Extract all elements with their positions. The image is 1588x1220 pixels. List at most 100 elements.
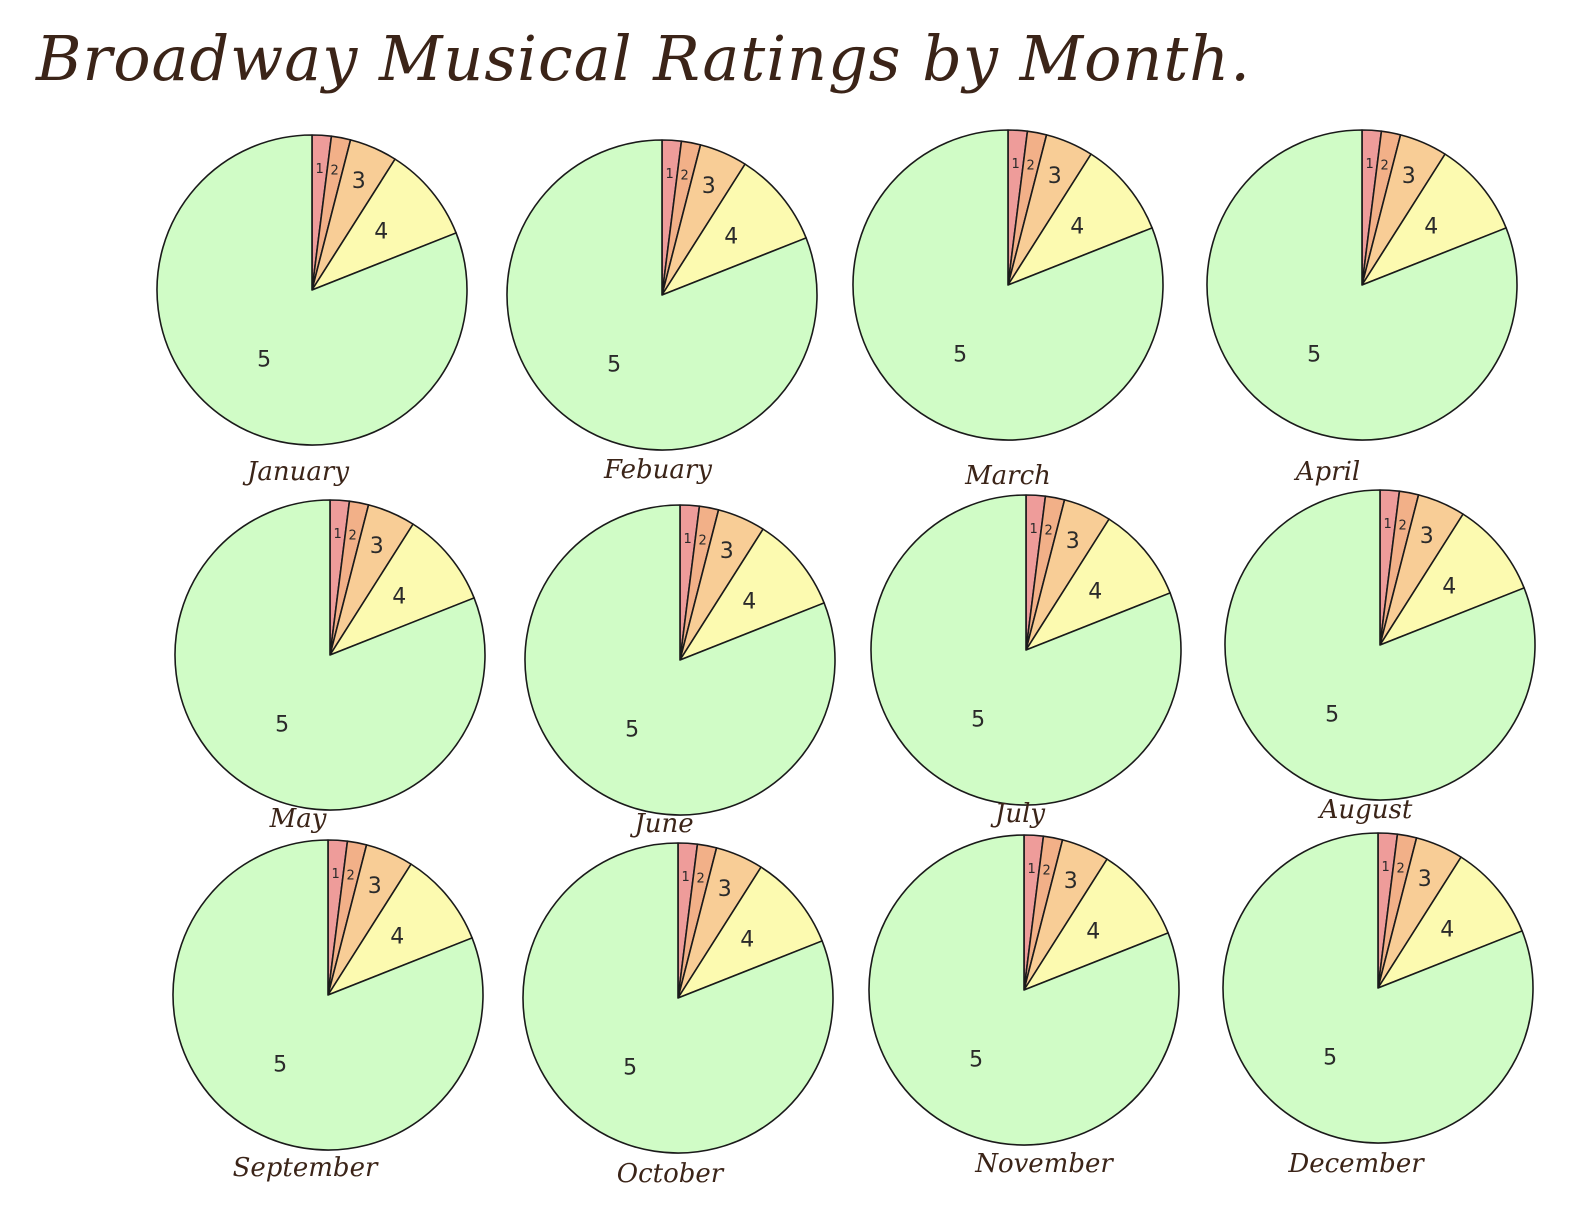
slice-label-5: 5 xyxy=(1307,343,1321,368)
slice-label-4: 4 xyxy=(374,220,388,245)
pie-july: 1 2 3 4 5 July xyxy=(870,494,1182,829)
pie-august: 1 2 3 4 5 August xyxy=(1224,489,1536,825)
slice-label-1: 1 xyxy=(1027,862,1035,877)
month-label-december: December xyxy=(1287,1149,1425,1179)
pie-november: 1 2 3 4 5 November xyxy=(868,834,1180,1179)
slice-label-1: 1 xyxy=(683,532,691,547)
month-label-november: November xyxy=(974,1149,1114,1179)
slice-label-1: 1 xyxy=(333,527,341,542)
slice-label-2: 2 xyxy=(1045,524,1053,539)
slice-label-3: 3 xyxy=(352,169,366,194)
month-label-june: June xyxy=(629,809,693,839)
slice-label-3: 3 xyxy=(720,539,734,564)
pie-slice-5 xyxy=(870,494,1182,806)
slice-label-5: 5 xyxy=(607,353,621,378)
month-label-august: August xyxy=(1318,795,1413,825)
slice-label-5: 5 xyxy=(625,718,639,743)
pie-slice-5 xyxy=(1222,832,1534,1144)
slice-label-1: 1 xyxy=(1029,522,1037,537)
pie-april: 1 2 3 4 5 April xyxy=(1206,129,1518,487)
month-label-january: January xyxy=(242,457,349,487)
pie-slice-4 xyxy=(1379,513,1525,646)
slice-label-5: 5 xyxy=(257,348,271,373)
pie-slice-4 xyxy=(1377,856,1523,989)
slice-label-2: 2 xyxy=(1027,159,1035,174)
slice-label-5: 5 xyxy=(275,713,289,738)
pie-slice-4 xyxy=(311,158,457,291)
pie-slice-4 xyxy=(679,528,825,661)
slice-label-3: 3 xyxy=(702,174,716,199)
slice-label-3: 3 xyxy=(1402,164,1416,189)
slice-label-1: 1 xyxy=(1383,517,1391,532)
pie-slice-4 xyxy=(1007,153,1153,286)
pie-slice-4 xyxy=(1023,858,1169,991)
month-label-april: April xyxy=(1294,457,1360,487)
month-label-september: September xyxy=(233,1153,379,1183)
pie-slice-4 xyxy=(1025,518,1171,651)
pie-slice-5 xyxy=(1224,489,1536,801)
slice-label-2: 2 xyxy=(331,164,339,179)
slice-label-3: 3 xyxy=(1066,529,1080,554)
slice-label-2: 2 xyxy=(699,534,707,549)
slice-label-5: 5 xyxy=(273,1053,287,1078)
pie-febuary: 1 2 3 4 5 Febuary xyxy=(506,139,818,485)
slice-label-2: 2 xyxy=(1399,519,1407,534)
slice-label-5: 5 xyxy=(971,708,985,733)
pie-march: 1 2 3 4 5 March xyxy=(852,129,1164,491)
month-label-may: May xyxy=(269,804,327,834)
slice-label-3: 3 xyxy=(370,534,384,559)
slice-label-3: 3 xyxy=(1048,164,1062,189)
slice-label-1: 1 xyxy=(315,162,323,177)
slice-label-4: 4 xyxy=(1086,920,1100,945)
slice-label-3: 3 xyxy=(718,877,732,902)
slice-label-2: 2 xyxy=(1397,862,1405,877)
slice-label-1: 1 xyxy=(1381,860,1389,875)
slice-label-1: 1 xyxy=(1365,157,1373,172)
slice-label-4: 4 xyxy=(392,585,406,610)
pie-slice-5 xyxy=(172,839,484,1151)
slice-label-3: 3 xyxy=(1064,869,1078,894)
slice-label-3: 3 xyxy=(368,874,382,899)
slice-label-5: 5 xyxy=(623,1056,637,1081)
pie-september: 1 2 3 4 5 September xyxy=(172,839,484,1183)
slice-label-4: 4 xyxy=(1424,215,1438,240)
slice-label-4: 4 xyxy=(390,925,404,950)
pie-slice-5 xyxy=(1206,129,1518,441)
pie-slice-4 xyxy=(1361,153,1507,286)
pie-slice-4 xyxy=(327,863,473,996)
slice-label-5: 5 xyxy=(969,1048,983,1073)
slice-label-4: 4 xyxy=(1088,580,1102,605)
slice-label-1: 1 xyxy=(1011,157,1019,172)
chart-title: Broadway Musical Ratings by Month. xyxy=(36,22,1251,95)
slice-label-3: 3 xyxy=(1420,524,1434,549)
pie-slice-5 xyxy=(524,504,836,816)
pie-october: 1 2 3 4 5 October xyxy=(522,842,834,1189)
pie-slice-5 xyxy=(156,134,468,446)
slice-label-5: 5 xyxy=(953,343,967,368)
slice-label-2: 2 xyxy=(1043,864,1051,879)
slice-label-2: 2 xyxy=(347,869,355,884)
slice-label-4: 4 xyxy=(1442,575,1456,600)
slice-label-4: 4 xyxy=(724,225,738,250)
slice-label-4: 4 xyxy=(1440,918,1454,943)
pie-january: 1 2 3 4 5 January xyxy=(156,134,468,487)
pie-slice-5 xyxy=(506,139,818,451)
pie-june: 1 2 3 4 5 June xyxy=(524,504,836,839)
slice-label-2: 2 xyxy=(697,872,705,887)
month-label-febuary: Febuary xyxy=(603,455,712,485)
slice-label-5: 5 xyxy=(1325,703,1339,728)
pie-may: 1 2 3 4 5 May xyxy=(174,499,486,834)
month-label-july: July xyxy=(990,799,1045,829)
pie-slice-5 xyxy=(522,842,834,1154)
slice-label-3: 3 xyxy=(1418,867,1432,892)
month-label-october: October xyxy=(617,1159,725,1189)
slice-label-1: 1 xyxy=(665,167,673,182)
slice-label-5: 5 xyxy=(1323,1046,1337,1071)
month-label-march: March xyxy=(964,461,1051,491)
pie-slice-5 xyxy=(174,499,486,811)
slice-label-4: 4 xyxy=(1070,215,1084,240)
slice-label-1: 1 xyxy=(681,870,689,885)
slice-label-2: 2 xyxy=(349,529,357,544)
pie-december: 1 2 3 4 5 December xyxy=(1222,832,1534,1179)
